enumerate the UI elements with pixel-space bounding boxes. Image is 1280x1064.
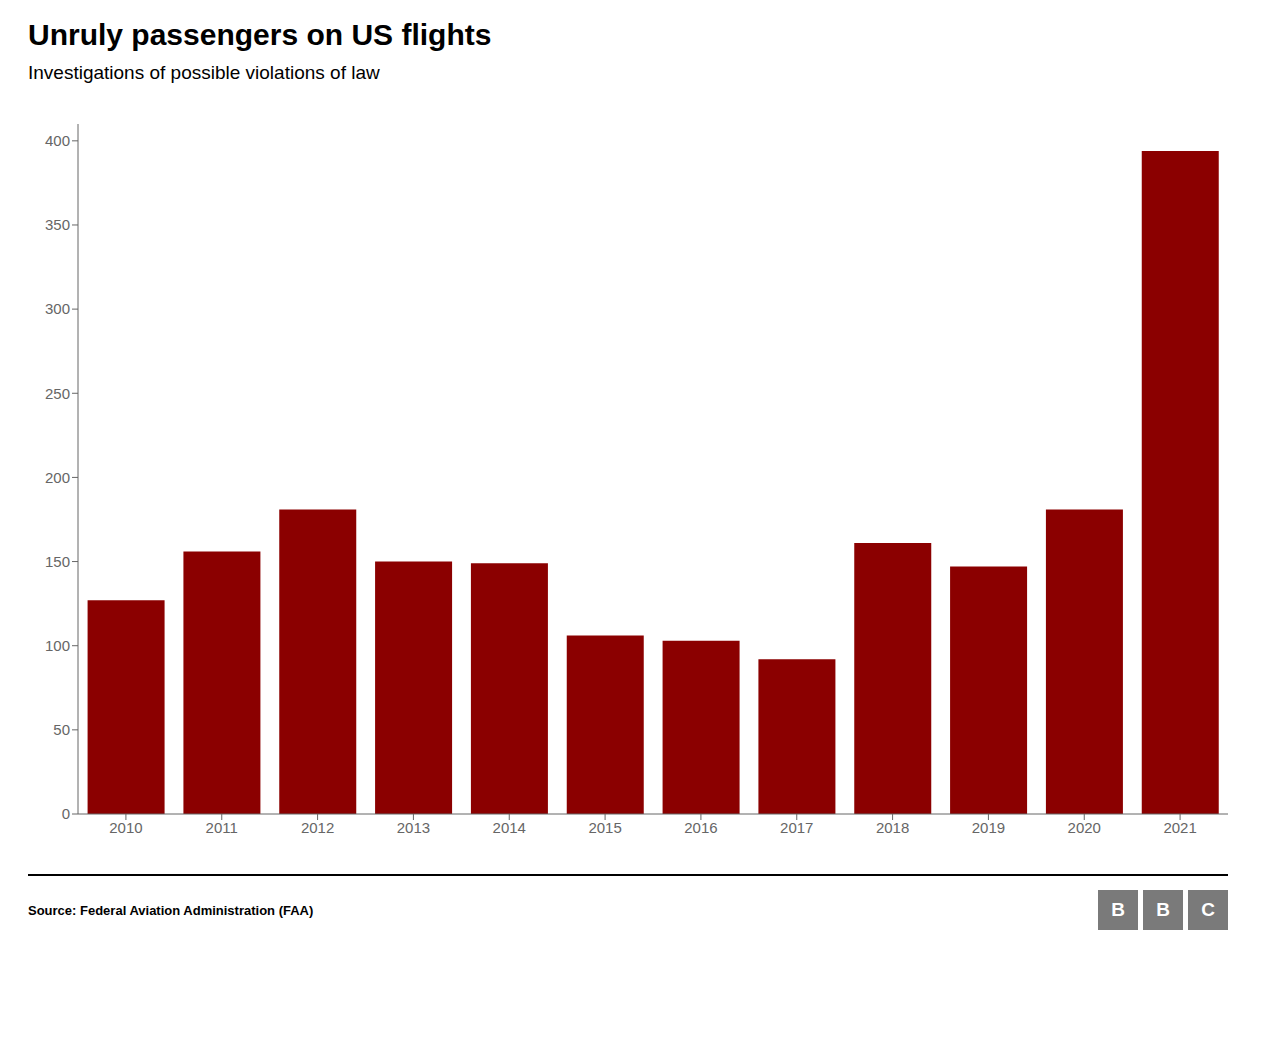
html-text:Investigations of possible vio: Investigations of possible violations of… (28, 62, 380, 83)
svg-text:150: 150 (45, 553, 70, 570)
svg-text:2016: 2016 (684, 819, 717, 836)
html-text:C: C (1201, 899, 1215, 920)
svg-text:2012: 2012 (301, 819, 334, 836)
svg-text:2013: 2013 (397, 819, 430, 836)
svg-text:0: 0 (62, 805, 70, 822)
svg-text:50: 50 (53, 721, 70, 738)
svg-text:350: 350 (45, 216, 70, 233)
svg-text:2019: 2019 (972, 819, 1005, 836)
svg-text:2020: 2020 (1068, 819, 1101, 836)
svg-text:300: 300 (45, 300, 70, 317)
svg-text:2010: 2010 (109, 819, 142, 836)
svg-text:400: 400 (45, 132, 70, 149)
svg-text:2021: 2021 (1163, 819, 1196, 836)
svg-text:2011: 2011 (206, 819, 238, 836)
html-text:B: B (1156, 899, 1170, 920)
svg-text:2017: 2017 (780, 819, 813, 836)
html-text:Source: Federal Aviation Admin: Source: Federal Aviation Administration … (28, 902, 314, 918)
svg-text:100: 100 (45, 637, 70, 654)
svg-text:2018: 2018 (876, 819, 909, 836)
svg-text:250: 250 (45, 385, 70, 402)
html-text:B: B (1111, 899, 1125, 920)
svg-text:2015: 2015 (588, 819, 621, 836)
html-text:Unruly passengers on US flight: Unruly passengers on US flights (28, 18, 492, 51)
svg-text:200: 200 (45, 469, 70, 486)
svg-text:2014: 2014 (493, 819, 526, 836)
